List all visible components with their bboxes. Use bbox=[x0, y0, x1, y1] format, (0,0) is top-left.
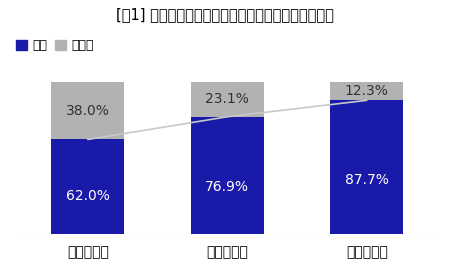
Bar bbox=[51, 140, 124, 234]
Bar bbox=[191, 82, 264, 117]
Bar bbox=[330, 100, 403, 234]
Bar bbox=[330, 82, 403, 100]
Text: 12.3%: 12.3% bbox=[345, 84, 389, 98]
Text: 62.0%: 62.0% bbox=[66, 189, 110, 203]
Text: [図1] 健康経営への取り組み状況（従業員数規模別）: [図1] 健康経営への取り組み状況（従業員数規模別） bbox=[116, 7, 334, 22]
Bar bbox=[51, 82, 124, 140]
Text: 87.7%: 87.7% bbox=[345, 174, 389, 187]
Legend: はい, いいえ: はい, いいえ bbox=[16, 39, 94, 52]
Text: 76.9%: 76.9% bbox=[205, 180, 249, 194]
Text: 23.1%: 23.1% bbox=[205, 92, 249, 106]
Text: 38.0%: 38.0% bbox=[66, 104, 110, 118]
Bar bbox=[191, 117, 264, 234]
